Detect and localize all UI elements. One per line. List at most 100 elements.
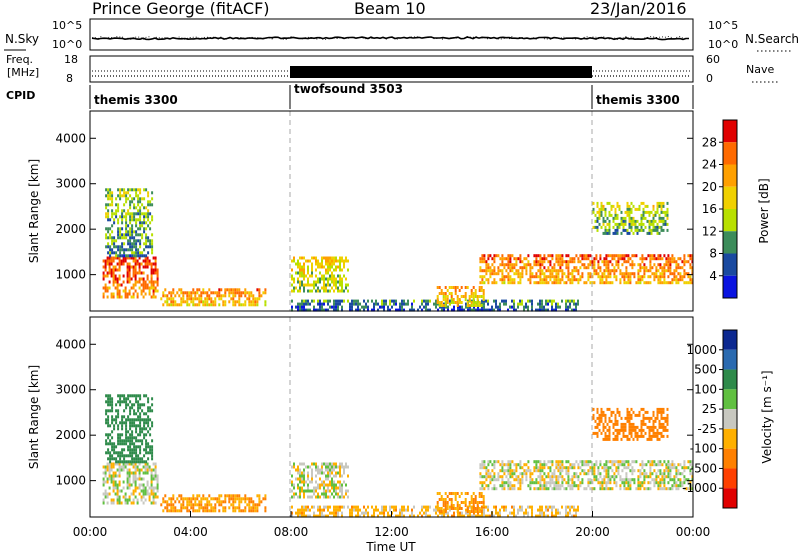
range-gate-cell [145,448,148,452]
range-gate-cell [126,483,129,487]
range-gate-cell [664,213,667,217]
range-gate-cell [440,507,443,510]
range-gate-cell [307,280,309,284]
range-gate-cell [345,483,347,487]
range-gate-cell [109,439,112,443]
range-gate-cell [190,506,193,510]
range-gate-cell [627,481,630,485]
range-gate-cell [675,484,678,488]
range-gate-cell [105,194,108,198]
range-gate-cell [401,302,403,306]
range-gate-cell [654,434,657,438]
range-gate-cell [295,468,297,472]
range-gate-cell [549,466,552,470]
range-gate-cell [107,400,110,404]
range-gate-cell [297,471,299,475]
range-gate-cell [677,472,680,476]
range-gate-cell [667,254,670,258]
range-gate-cell [681,260,684,264]
range-gate-cell [632,425,635,429]
range-gate-cell [438,507,441,510]
range-gate-cell [341,511,343,515]
range-gate-cell [650,434,653,438]
range-gate-cell [656,210,659,214]
range-gate-cell [138,474,141,478]
range-gate-cell [112,480,115,484]
range-gate-cell [641,260,644,264]
range-gate-cell [112,471,115,475]
range-gate-cell [168,497,171,501]
range-gate-cell [125,454,128,458]
range-gate-cell [248,294,251,298]
range-gate-cell [123,191,126,195]
range-gate-cell [137,445,140,449]
range-gate-cell [501,275,504,279]
range-gate-cell [493,299,495,303]
range-gate-cell [437,302,439,306]
range-gate-cell [661,257,664,261]
range-gate-cell [150,271,153,275]
range-gate-cell [626,207,629,211]
range-gate-cell [459,308,461,312]
range-gate-cell [626,231,629,235]
range-gate-cell [115,197,118,201]
range-gate-cell [567,514,569,518]
range-gate-cell [659,487,662,491]
range-gate-cell [305,302,307,306]
range-gate-cell [596,204,599,208]
range-gate-cell [210,300,213,304]
range-gate-cell [509,263,512,267]
range-gate-cell [218,509,221,513]
range-gate-cell [631,272,634,276]
range-gate-cell [662,222,665,226]
range-gate-cell [317,471,319,475]
range-gate-cell [417,514,419,518]
range-gate-cell [604,210,607,214]
range-gate-cell [114,471,117,475]
range-gate-cell [129,406,132,410]
range-gate-cell [637,278,640,282]
range-gate-cell [527,466,530,470]
range-gate-cell [517,511,519,515]
range-gate-cell [151,457,154,461]
range-gate-cell [501,281,504,285]
range-gate-cell [123,439,126,443]
range-gate-cell [689,263,692,267]
range-gate-cell [598,419,601,423]
range-gate-cell [148,492,151,496]
range-gate-cell [643,269,646,273]
range-gate-cell [305,489,307,493]
range-gate-cell [634,431,637,435]
range-gate-cell [491,269,494,273]
range-gate-cell [505,302,507,306]
range-gate-cell [139,215,142,219]
range-gate-cell [641,484,644,488]
range-gate-cell [236,506,239,510]
range-gate-cell [337,492,339,496]
range-gate-cell [519,508,521,512]
range-gate-cell [527,263,530,267]
range-gate-cell [441,305,443,309]
range-gate-cell [616,228,619,232]
range-gate-cell [466,304,469,307]
range-gate-cell [666,216,669,220]
range-gate-cell [151,454,154,458]
range-gate-cell [142,280,145,284]
range-gate-cell [683,463,686,467]
range-gate-cell [125,224,128,228]
range-gate-cell [603,466,606,470]
noise-left-tick-top: 10^5 [52,19,82,32]
range-gate-cell [116,489,119,493]
range-gate-cell [621,469,624,473]
range-gate-cell [323,277,325,281]
range-gate-cell [527,469,530,473]
range-gate-cell [109,451,112,455]
range-gate-cell [639,475,642,479]
range-gate-cell [293,495,295,499]
range-gate-cell [663,281,666,285]
range-gate-cell [617,260,620,264]
range-gate-cell [379,511,381,515]
range-gate-cell [481,278,484,282]
range-gate-cell [603,475,606,479]
range-gate-cell [660,216,663,220]
